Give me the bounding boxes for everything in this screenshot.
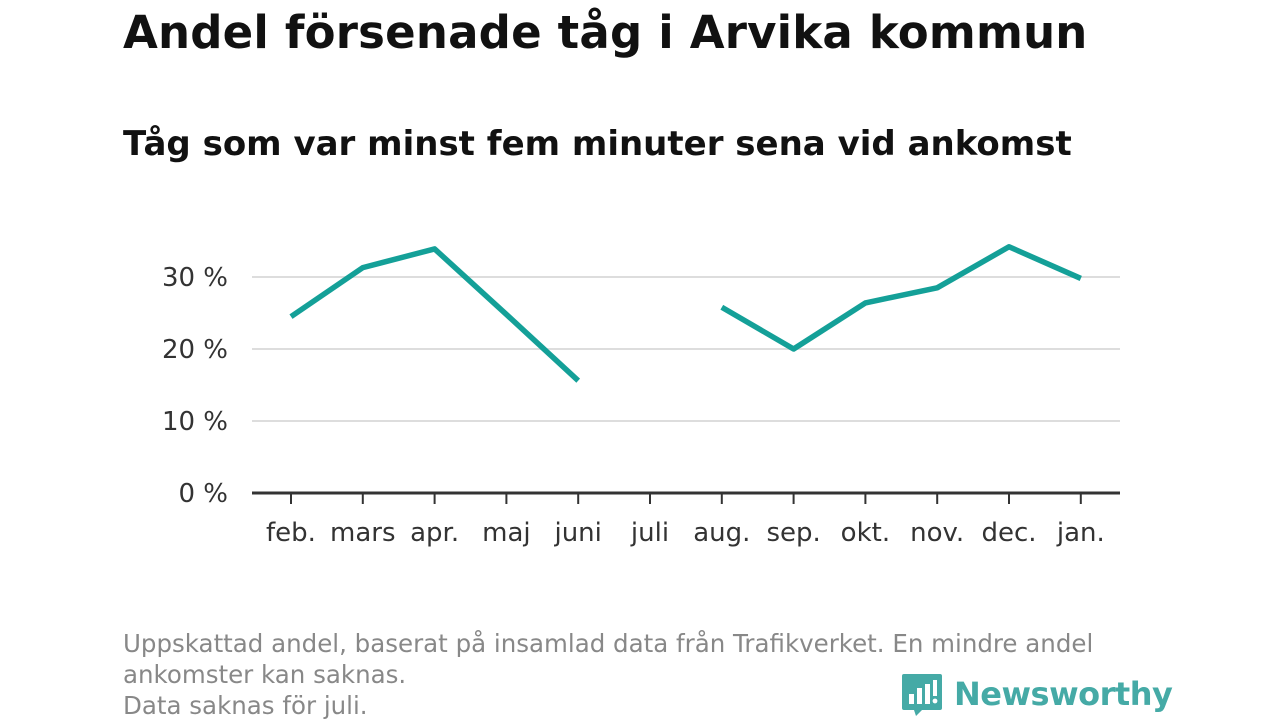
y-tick-label: 30 %: [162, 263, 228, 293]
x-tick-label: sep.: [766, 518, 820, 548]
x-tick-label: feb.: [266, 518, 316, 548]
newsworthy-logo-icon: [902, 674, 942, 716]
brand-name: Newsworthy: [954, 675, 1173, 713]
x-tick-label: mars: [330, 518, 396, 548]
footnote: Uppskattad andel, baserat på insamlad da…: [123, 628, 1163, 721]
x-tick-label: nov.: [910, 518, 964, 548]
x-tick-label: juni: [553, 518, 601, 548]
brand-logo: Newsworthy: [900, 668, 1173, 720]
x-tick-label: apr.: [410, 518, 459, 548]
y-tick-label: 0 %: [178, 479, 228, 509]
series-line: [289, 246, 581, 383]
series-line: [720, 244, 1082, 352]
x-tick-label: jan.: [1056, 518, 1105, 548]
chart-title: Andel försenade tåg i Arvika kommun: [123, 6, 1088, 59]
line-chart: 0 % 10 % 20 % 30 % feb. mars apr. maj juni juli au…: [162, 244, 1120, 548]
x-tick-label: juli: [630, 518, 669, 548]
footnote-line: Uppskattad andel, baserat på insamlad da…: [123, 629, 1094, 658]
y-tick-label: 10 %: [162, 407, 228, 437]
footnote-line: ankomster kan saknas.: [123, 660, 407, 689]
x-tick-label: maj: [482, 518, 530, 548]
x-tick-label: aug.: [693, 518, 750, 548]
footnote-line: Data saknas för juli.: [123, 691, 368, 720]
x-tick-label: dec.: [981, 518, 1036, 548]
y-tick-label: 20 %: [162, 335, 228, 365]
chart-subtitle: Tåg som var minst fem minuter sena vid a…: [123, 124, 1072, 164]
x-tick-label: okt.: [841, 518, 890, 548]
